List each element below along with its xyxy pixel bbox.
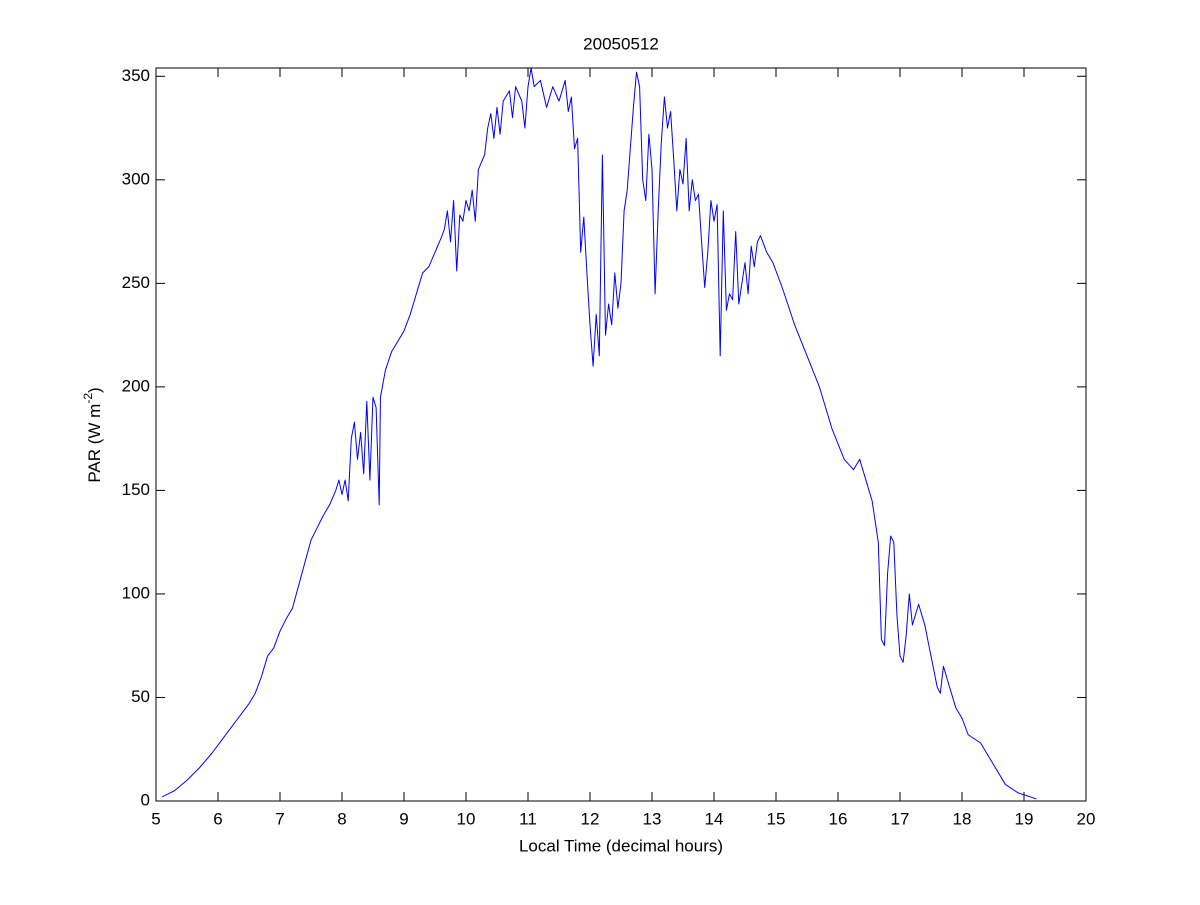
y-tick-label: 350	[122, 66, 150, 85]
x-tick-label: 6	[213, 809, 222, 828]
x-tick-label: 12	[581, 809, 600, 828]
x-tick-label: 9	[399, 809, 408, 828]
y-tick-label: 0	[141, 790, 150, 809]
x-tick-label: 8	[337, 809, 346, 828]
x-tick-label: 13	[643, 809, 662, 828]
x-tick-label: 16	[829, 809, 848, 828]
y-label-close: )	[85, 387, 104, 393]
x-tick-label: 19	[1015, 809, 1034, 828]
chart-title: 20050512	[583, 34, 659, 53]
y-axis-label: PAR (W m-2)	[81, 387, 104, 482]
x-tick-label: 5	[151, 809, 160, 828]
y-tick-label: 300	[122, 169, 150, 188]
x-tick-label: 15	[767, 809, 786, 828]
y-tick-label: 200	[122, 376, 150, 395]
x-tick-label: 11	[519, 809, 537, 828]
data-line	[161, 67, 1037, 800]
x-tick-label: 10	[457, 809, 476, 828]
y-tick-label: 250	[122, 273, 150, 292]
y-tick-label: 50	[131, 687, 150, 706]
y-label-superscript: -2	[81, 393, 95, 404]
y-label-text: PAR (W m	[85, 404, 104, 483]
y-tick-label: 100	[122, 583, 150, 602]
x-tick-label: 20	[1077, 809, 1096, 828]
x-tick-label: 18	[953, 809, 972, 828]
plot-frame	[155, 67, 1087, 802]
x-axis-label: Local Time (decimal hours)	[519, 836, 723, 855]
x-tick-label: 17	[891, 809, 910, 828]
y-tick-label: 150	[122, 480, 150, 499]
x-tick-label: 14	[705, 809, 724, 828]
x-tick-label: 7	[275, 809, 284, 828]
